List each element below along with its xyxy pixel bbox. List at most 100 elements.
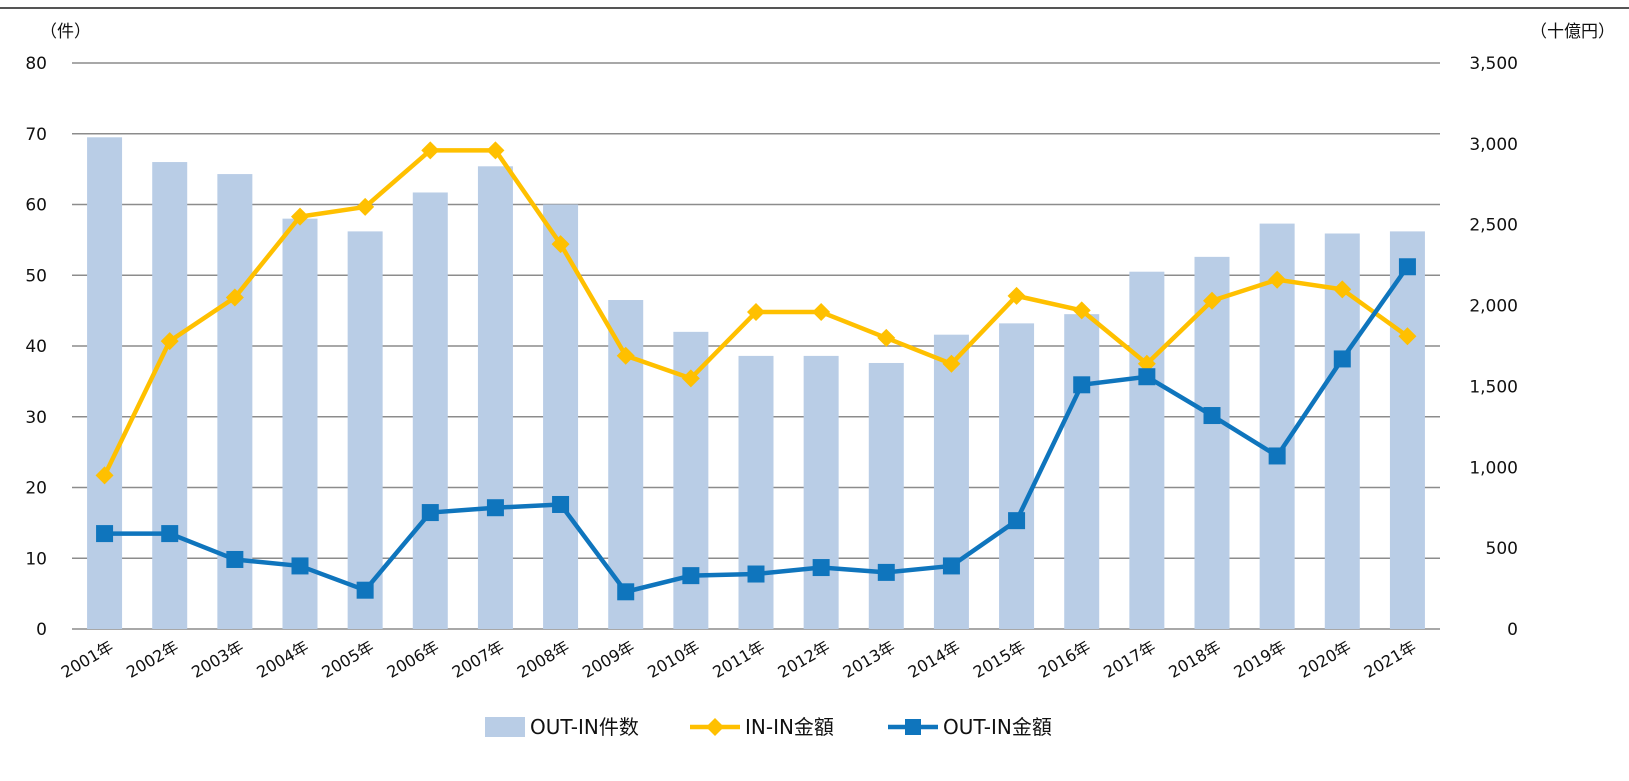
square-point [421, 504, 439, 522]
bar [803, 355, 839, 629]
x-tick-label: 2018年 [1165, 637, 1224, 682]
square-point [1398, 258, 1416, 276]
left-tick-label: 80 [25, 54, 47, 74]
diamond-point [812, 303, 831, 322]
diamond-point [421, 141, 440, 160]
left-tick-label: 40 [25, 337, 47, 357]
diamond-point [551, 235, 570, 254]
right-tick-label: 1,000 [1469, 458, 1518, 478]
right-tick-label: 2,500 [1469, 216, 1518, 236]
x-tick-label: 2002年 [123, 637, 182, 682]
x-tick-label: 2007年 [449, 637, 508, 682]
right-tick-label: 3,000 [1469, 135, 1518, 155]
bar [477, 166, 513, 630]
x-tick-label: 2020年 [1296, 637, 1355, 682]
bar [543, 204, 579, 629]
x-tick-label: 2009年 [579, 637, 638, 682]
bar [347, 231, 383, 629]
bar [1194, 256, 1230, 629]
x-tick-label: 2005年 [319, 637, 378, 682]
legend-bar-swatch [485, 717, 525, 737]
square-point [1008, 512, 1026, 530]
right-tick-label: 0 [1507, 620, 1518, 640]
x-tick-label: 2006年 [384, 637, 443, 682]
square-point [356, 581, 374, 599]
bar [1064, 314, 1100, 629]
diamond-point [356, 197, 375, 216]
diamond-point [1333, 280, 1352, 299]
x-tick-label: 2003年 [188, 637, 247, 682]
left-tick-label: 10 [25, 549, 47, 569]
diamond-point [160, 332, 179, 351]
right-tick-label: 2,000 [1469, 297, 1518, 317]
diamond-point [1268, 270, 1287, 289]
left-axis-unit: （件） [40, 22, 91, 42]
right-axis-unit: （十億円） [1530, 22, 1615, 42]
square-point [226, 550, 244, 568]
left-tick-label: 60 [25, 196, 47, 216]
left-tick-label: 0 [36, 620, 47, 640]
left-tick-label: 70 [25, 125, 47, 145]
square-point [1333, 350, 1351, 368]
right-axis-ticks: 0 500 1,000 1,500 2,000 2,500 3,000 3,500 [1469, 54, 1518, 640]
legend-label: OUT-IN件数 [530, 715, 639, 739]
bar [1259, 223, 1295, 630]
diamond-point [681, 369, 700, 388]
bar [87, 137, 123, 629]
x-axis-ticks: 2001年 2002年 2003年 2004年 2005年 2006年 2007年 2008年… [58, 637, 1419, 682]
square-point [1073, 376, 1091, 394]
legend-label: IN-IN金額 [745, 715, 834, 739]
legend-diamond-marker [706, 718, 724, 736]
diamond-point [1203, 291, 1221, 310]
right-tick-label: 1,500 [1469, 377, 1518, 397]
square-point [682, 567, 700, 585]
line-series [95, 141, 1417, 601]
diamond-point [486, 141, 505, 160]
square-point [96, 525, 114, 543]
bar [933, 334, 969, 629]
square-point [617, 583, 635, 601]
diamond-point [225, 288, 244, 307]
square-point [291, 557, 309, 575]
right-tick-label: 3,500 [1469, 54, 1518, 74]
left-tick-label: 50 [25, 266, 47, 286]
diamond-point [747, 303, 765, 322]
bar [738, 355, 774, 629]
x-tick-label: 2001年 [58, 637, 117, 682]
x-tick-label: 2013年 [840, 637, 899, 682]
square-point [486, 499, 504, 517]
left-tick-label: 30 [25, 408, 47, 428]
legend: OUT-IN件数 IN-IN金額 OUT-IN金額 [485, 715, 1052, 739]
x-tick-label: 2011年 [709, 637, 768, 682]
x-tick-label: 2014年 [905, 637, 964, 682]
bar [868, 362, 904, 629]
bar-series [87, 137, 1425, 630]
x-tick-label: 2015年 [970, 637, 1029, 682]
right-tick-label: 500 [1486, 539, 1518, 559]
x-tick-label: 2021年 [1361, 637, 1420, 682]
legend-label: OUT-IN金額 [943, 715, 1052, 739]
x-tick-label: 2004年 [253, 637, 312, 682]
bar [412, 192, 448, 629]
square-point [1203, 407, 1221, 425]
square-point [1268, 447, 1286, 465]
bar [1389, 231, 1425, 629]
square-point [161, 525, 179, 543]
x-tick-label: 2016年 [1035, 637, 1094, 682]
square-point [1138, 368, 1156, 386]
legend-square-marker [905, 719, 921, 735]
x-tick-label: 2008年 [514, 637, 573, 682]
bar [152, 162, 188, 630]
square-point [877, 563, 895, 581]
diamond-point [291, 207, 309, 226]
square-point [747, 565, 765, 583]
square-point [552, 495, 570, 513]
bar [1129, 271, 1165, 629]
diamond-point [616, 346, 635, 365]
left-axis-ticks: 0 10 20 30 40 50 60 70 80 [25, 54, 47, 640]
square-point [942, 557, 960, 575]
square-point [812, 559, 830, 577]
diamond-point [877, 328, 896, 347]
diamond-point [1398, 327, 1417, 346]
